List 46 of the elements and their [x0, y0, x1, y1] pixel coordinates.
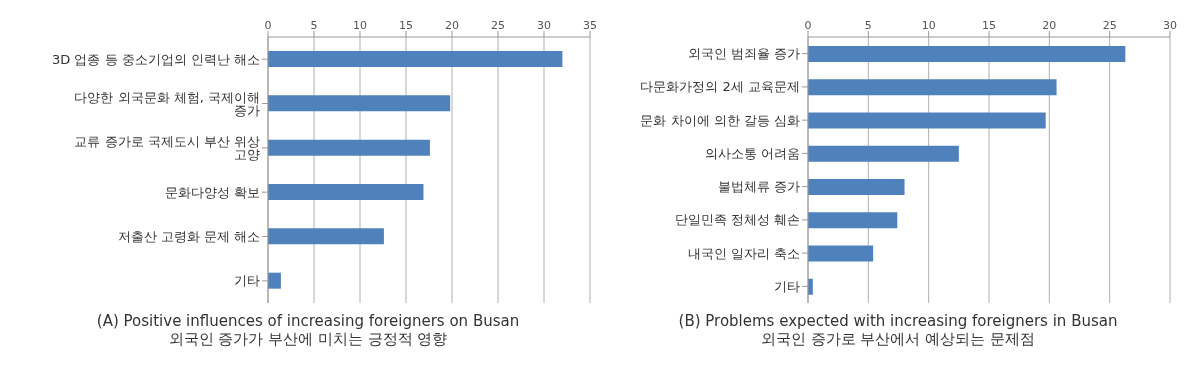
x-tick-label: 30 [1163, 19, 1177, 32]
y-tick-label: 의사소통 어려움 [704, 145, 800, 161]
bar [808, 245, 874, 262]
y-tick-label: 다문화가정의 2세 교육문제 [640, 79, 800, 95]
bar [268, 272, 281, 289]
x-tick-label: 10 [921, 19, 936, 32]
x-tick-label: 5 [310, 19, 318, 32]
bar [808, 145, 959, 162]
y-tick-label: 기타 [234, 273, 260, 289]
bar [808, 179, 905, 195]
y-tick-label: 교류 증가로 국제도시 부산 위상 고양 [74, 133, 260, 162]
x-tick-label: 35 [583, 19, 597, 32]
x-tick-label: 0 [804, 19, 812, 32]
x-tick-label: 20 [445, 19, 459, 32]
bar [808, 79, 1057, 96]
x-tick-label: 0 [264, 19, 272, 32]
x-tick-label: 15 [982, 19, 996, 32]
y-tick-label: 외국인 범죄율 증가 [687, 46, 800, 62]
x-tick-label: 5 [864, 19, 872, 32]
y-tick-label: 문화 차이에 의한 갈등 심화 [640, 112, 800, 128]
y-tick-label: 문화다양성 확보 [164, 184, 260, 200]
text: 외국인 증가가 부산에 미치는 긍정적 영향 [167, 330, 449, 349]
text: (A) Positive influences of increasing foreigners on Busan [95, 312, 521, 330]
bar [268, 139, 430, 156]
y-tick-label: 3D 업종 등 중소기업의 인력난 해소 [52, 51, 260, 67]
bar [268, 228, 384, 245]
x-tick-label: 15 [399, 19, 413, 32]
bar [268, 51, 563, 67]
x-tick-label: 20 [1042, 19, 1057, 32]
y-tick-label: 저출산 고령화 문제 해소 [117, 229, 260, 245]
bar [268, 95, 451, 112]
x-tick-label: 25 [1102, 19, 1117, 32]
x-tick-label: 30 [537, 19, 551, 32]
text: 외국인 증가로 부산에서 예상되는 문제점 [759, 330, 1037, 349]
x-tick-label: 25 [491, 19, 505, 32]
bar [268, 184, 424, 200]
x-tick-label: 10 [353, 19, 367, 32]
bar [808, 212, 898, 229]
bar [808, 46, 1126, 62]
y-tick-label: 내국인 일자리 축소 [687, 245, 800, 261]
y-tick-label: 다양한 외국문화 체험, 국제이해 증가 [74, 89, 260, 118]
y-tick-label: 단일민족 정체성 훼손 [674, 212, 800, 228]
y-tick-label: 기타 [774, 278, 800, 294]
text: (B) Problems expected with increasing foreigners in Busan [677, 312, 1119, 330]
y-tick-label: 불법체류 증가 [717, 179, 800, 195]
bar [808, 112, 1046, 129]
